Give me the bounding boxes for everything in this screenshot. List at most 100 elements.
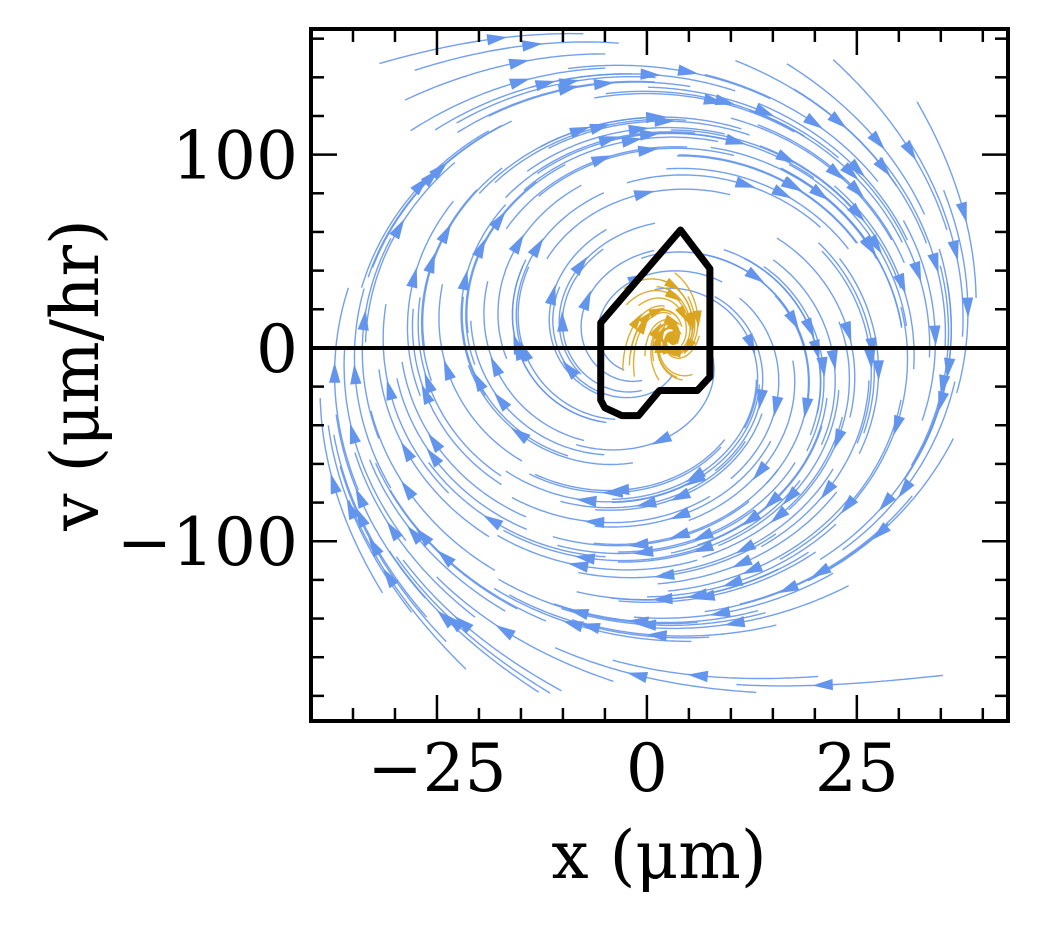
stream-line-arrow [871, 522, 891, 540]
stream-line [702, 416, 843, 558]
stream-line-arrow [872, 360, 884, 381]
stream-line-arrow [386, 379, 398, 401]
stream-line [438, 284, 523, 462]
stream-line-arrow [938, 390, 950, 412]
inner-stream-line [629, 309, 683, 354]
stream-line [821, 250, 872, 444]
stream-line-arrow [486, 34, 508, 46]
stream-line-arrow [756, 388, 768, 410]
stream-line-arrow [436, 550, 456, 568]
stream-line-arrow [687, 670, 709, 683]
stream-line-arrow [669, 506, 691, 520]
stream-line-arrow [483, 515, 504, 531]
stream-line-arrow [840, 162, 859, 181]
stream-line [410, 67, 606, 132]
stream-line-arrow [703, 93, 725, 105]
plot-frame [309, 27, 1010, 723]
stream-line [561, 248, 642, 393]
stream-line-arrow [389, 218, 405, 240]
stream-line [414, 41, 619, 71]
y-tick-label: 0 [256, 311, 298, 388]
stream-line-arrow [489, 211, 506, 232]
stream-line-arrow [802, 397, 814, 419]
stream-line [354, 452, 476, 618]
stream-line [568, 64, 771, 100]
stream-line [497, 184, 582, 360]
stream-line-arrow [825, 162, 845, 181]
stream-line-arrow [490, 356, 505, 378]
stream-line [548, 120, 750, 150]
stream-line [626, 174, 821, 228]
stream-line-arrow [812, 678, 833, 691]
stream-line [428, 461, 606, 558]
stream-line [730, 297, 780, 480]
stream-line-arrow [685, 466, 706, 483]
stream-line [460, 204, 507, 396]
stream-line [657, 491, 838, 585]
stream-line-arrow [457, 269, 469, 291]
stream-line [907, 140, 964, 337]
stream-line-arrow [568, 609, 590, 620]
inner-stream-line-arrow [648, 307, 666, 319]
stream-line-arrow [741, 509, 762, 526]
stream-line [678, 154, 859, 244]
stream-line [494, 118, 687, 184]
stream-line-arrow [834, 428, 847, 450]
stream-line-arrow [820, 479, 838, 500]
stream-line-arrow [386, 521, 403, 542]
x-tick-label: 25 [815, 730, 899, 807]
stream-line-arrow [349, 423, 361, 445]
stream-line-arrow [423, 252, 436, 274]
stream-line-arrow [406, 267, 418, 289]
stream-line [505, 131, 696, 199]
stream-line [517, 266, 616, 420]
stream-line [838, 258, 880, 455]
stream-line [697, 397, 828, 546]
stream-line [786, 63, 926, 215]
stream-line-arrow [510, 427, 531, 445]
stream-line [552, 286, 674, 399]
stream-line-arrow [651, 430, 673, 445]
stream-line-arrow [626, 672, 649, 683]
stream-line-arrow [866, 234, 883, 255]
stream-line [343, 347, 407, 542]
stream-line [739, 495, 913, 605]
stream-line [378, 369, 490, 538]
stream-line-arrow [562, 620, 584, 633]
stream-line [557, 509, 755, 555]
inner-stream-line [674, 272, 699, 350]
stream-line-arrow [598, 136, 620, 148]
inner-stream-line [637, 297, 688, 346]
x-tick-label: 0 [626, 730, 668, 807]
inner-stream-line-arrow [663, 314, 681, 325]
stream-line [779, 399, 902, 561]
stream-line [641, 251, 806, 347]
stream-line [648, 585, 849, 630]
stream-line-arrow [772, 395, 784, 417]
stream-line [633, 572, 834, 619]
stream-line-arrow [742, 560, 764, 575]
stream-line [916, 101, 977, 299]
stream-line-arrow [900, 140, 917, 161]
stream-line-arrow [809, 183, 829, 201]
stream-line [576, 343, 715, 451]
stream-line [654, 287, 759, 429]
stream-line [647, 523, 837, 598]
stream-line-arrow [427, 433, 445, 453]
stream-line [594, 440, 772, 528]
x-tick-labels: −25 0 25 [367, 730, 899, 807]
stream-line [554, 647, 757, 694]
stream-line [688, 360, 796, 522]
stream-line [401, 361, 527, 518]
y-tick-labels: −100 0 100 [117, 118, 298, 582]
stream-line [617, 479, 801, 563]
stream-line [526, 126, 725, 172]
stream-line-arrow [826, 349, 838, 371]
inner-stream-line-arrow [664, 327, 677, 345]
stream-line [710, 146, 878, 260]
stream-line [395, 556, 551, 694]
stream-line-arrow [544, 284, 556, 306]
stream-line-arrow [961, 297, 974, 318]
stream-line-arrow [562, 360, 580, 380]
